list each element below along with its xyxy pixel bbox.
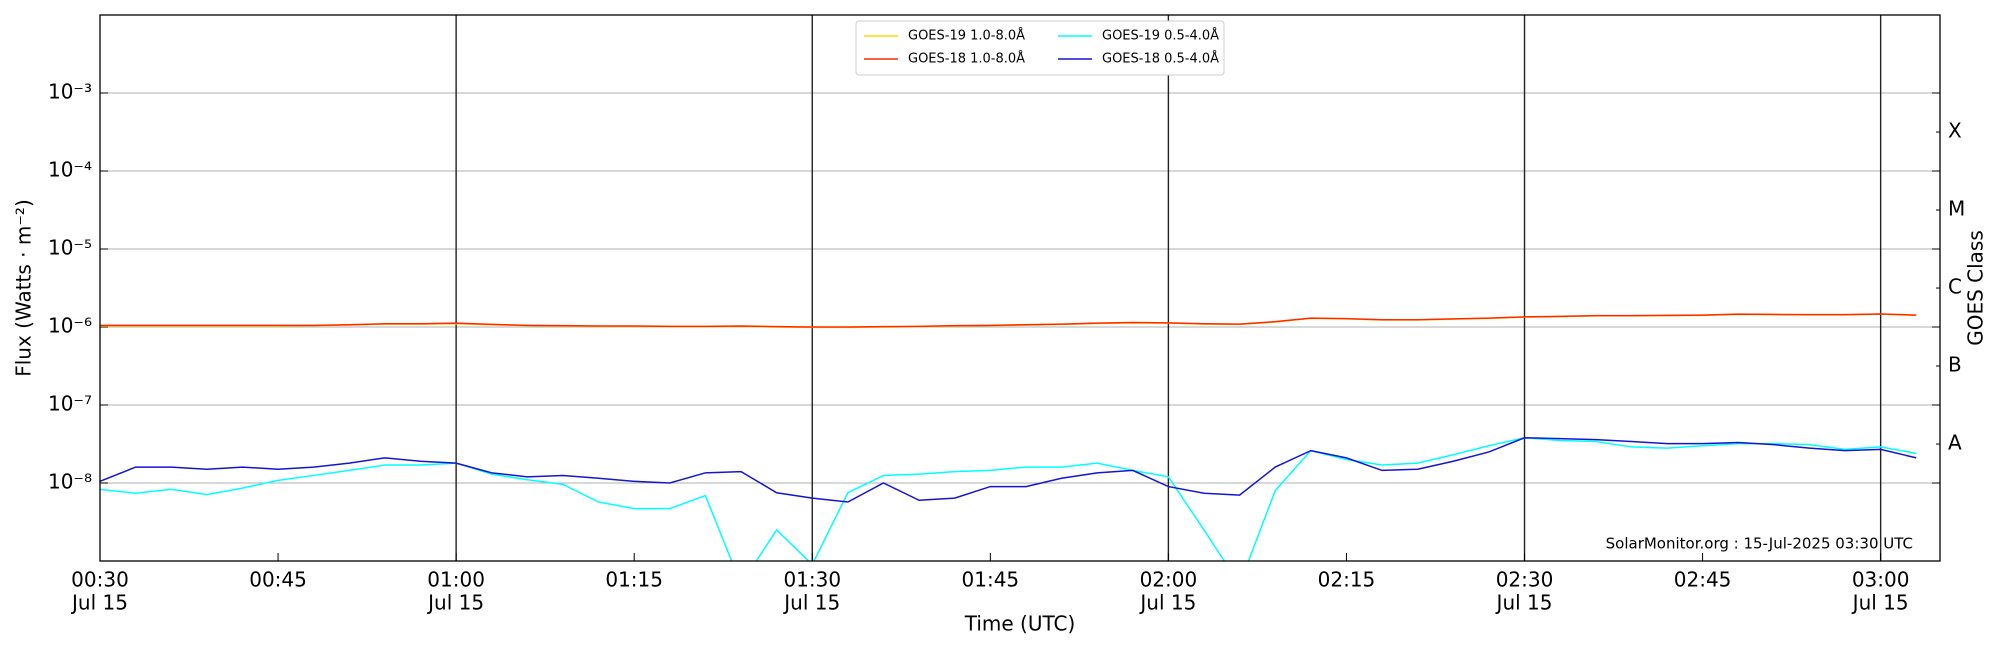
- y2-tick-label: A: [1948, 431, 1962, 455]
- annotation: SolarMonitor.org : 15-Jul-2025 03:30 UTC: [1606, 535, 1913, 553]
- x-tick-label: 00:45: [249, 568, 307, 592]
- x-tick-label: Jul 15: [426, 591, 484, 615]
- plot-area: [100, 313, 1917, 561]
- x-tick-label: Jul 15: [70, 591, 128, 615]
- series-line: [100, 313, 1917, 328]
- x-tick-label: 02:30: [1496, 568, 1554, 592]
- y2-axis-label: GOES Class: [1964, 230, 1988, 346]
- y-tick-label: 10⁻⁷: [48, 392, 92, 416]
- x-tick-label: Jul 15: [1851, 591, 1909, 615]
- legend-label: GOES-18 0.5-4.0Å: [1102, 51, 1219, 67]
- series-line: [100, 437, 1917, 503]
- legend-label: GOES-19 1.0-8.0Å: [908, 28, 1025, 44]
- x-tick-label: 01:30: [783, 568, 841, 592]
- x-tick-label: Jul 15: [782, 591, 840, 615]
- x-tick-label: 02:45: [1674, 568, 1732, 592]
- y-tick-label: 10⁻⁶: [48, 314, 92, 338]
- series-line: [100, 437, 1917, 561]
- y-tick-label: 10⁻⁸: [48, 470, 92, 494]
- y2-tick-label: B: [1948, 353, 1962, 377]
- y2-tick-label: X: [1948, 119, 1962, 143]
- y-tick-label: 10⁻³: [48, 80, 92, 104]
- plot-frame: [99, 14, 1941, 562]
- y-tick-label: 10⁻⁵: [48, 236, 92, 260]
- y2-tick-label: C: [1948, 275, 1962, 299]
- y-tick-label: 10⁻⁴: [48, 158, 92, 182]
- x-tick-label: 01:45: [962, 568, 1020, 592]
- x-tick-label: 02:15: [1318, 568, 1376, 592]
- x-tick-label: Jul 15: [1495, 591, 1553, 615]
- x-tick-label: 00:30: [71, 568, 129, 592]
- x-tick-label: Jul 15: [1138, 591, 1196, 615]
- legend-label: GOES-18 1.0-8.0Å: [908, 51, 1025, 67]
- y2-tick-label: M: [1948, 197, 1965, 221]
- x-tick-label: 01:15: [605, 568, 663, 592]
- legend-label: GOES-19 0.5-4.0Å: [1102, 28, 1219, 44]
- legend-box: [855, 20, 1225, 76]
- y-axis-label: Flux (Watts · m⁻²): [12, 199, 36, 377]
- x-tick-label: 02:00: [1140, 568, 1198, 592]
- x-tick-label: 01:00: [427, 568, 485, 592]
- x-tick-label: 03:00: [1852, 568, 1910, 592]
- x-axis-label: Time (UTC): [964, 612, 1076, 636]
